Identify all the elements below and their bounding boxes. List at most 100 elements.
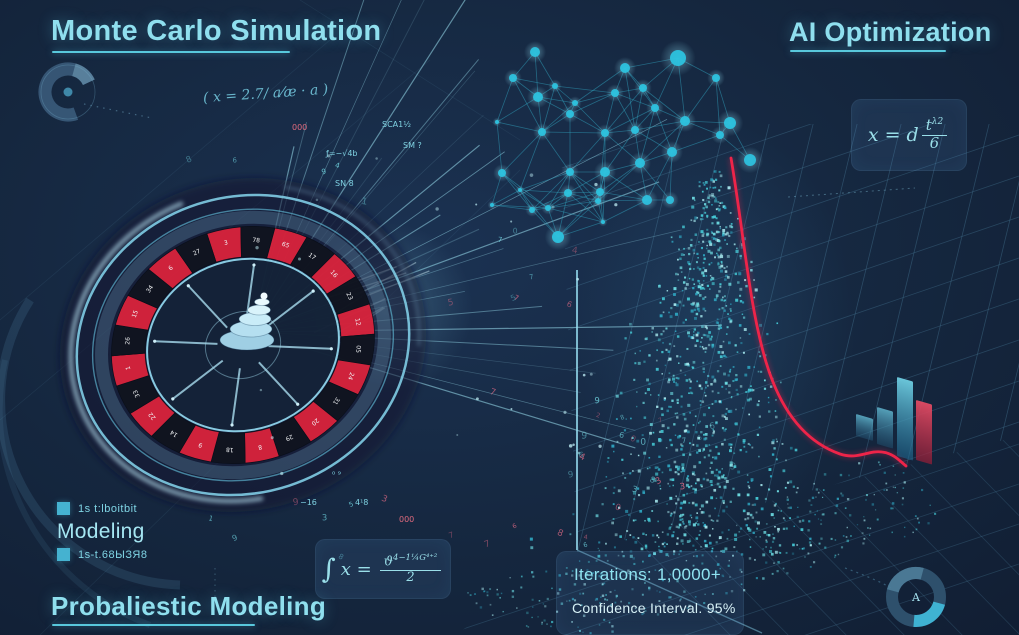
svg-text:5: 5	[509, 293, 518, 303]
svg-text:78: 78	[252, 237, 260, 245]
svg-text:4: 4	[583, 534, 588, 542]
svg-text:7: 7	[513, 293, 520, 302]
svg-text:5: 5	[447, 298, 455, 309]
monte-carlo-scatter	[467, 170, 937, 635]
wheel-pockets: 3 78 65 17 16 23 12 05 24 31 20 29 8 18 9 14 22 33 1 26 15 34…	[111, 226, 375, 464]
svg-text:15: 15	[131, 309, 140, 319]
svg-text:17: 17	[307, 252, 317, 262]
svg-text:1: 1	[208, 513, 215, 523]
svg-text:24: 24	[346, 371, 355, 381]
footer-underline	[52, 624, 255, 626]
svg-text:05: 05	[354, 345, 362, 353]
red-curve	[727, 156, 909, 469]
formula-card-integral: ∫ x = ϑ4−1¼G⁴⁺² 2	[315, 539, 451, 599]
svg-text:8: 8	[619, 414, 625, 422]
scatter-label: 000	[399, 515, 415, 524]
svg-text:7: 7	[657, 416, 663, 425]
bar-teal	[856, 414, 873, 441]
svg-text:9: 9	[581, 430, 588, 441]
confidence-stat: Confidence Interval. 95%	[572, 600, 736, 616]
svg-text:8: 8	[184, 153, 193, 164]
svg-text:7: 7	[529, 273, 535, 282]
svg-text:31: 31	[331, 396, 341, 406]
svg-text:22: 22	[147, 411, 157, 421]
svg-text:7: 7	[497, 236, 502, 244]
svg-text:9: 9	[594, 395, 600, 405]
title-underline	[52, 51, 290, 53]
svg-text:1: 1	[361, 196, 369, 208]
stats-card: Iterations: 1,0000+ Confidence Interval.…	[556, 551, 744, 635]
svg-text:3: 3	[679, 482, 686, 493]
svg-text:8: 8	[555, 528, 564, 540]
footer-title: Probaliestic Modeling	[51, 591, 327, 621]
integral-denominator: 2	[406, 569, 415, 585]
svg-text:0: 0	[640, 437, 646, 448]
svg-text:1: 1	[125, 365, 133, 370]
svg-text:9: 9	[292, 497, 299, 509]
svg-text:7: 7	[447, 530, 455, 540]
formula-tr-denominator: 6	[929, 134, 940, 152]
distribution-haze	[575, 120, 855, 540]
formula-tr-prefix: x = d	[867, 124, 919, 146]
svg-text:9: 9	[729, 461, 737, 473]
svg-text:20: 20	[310, 417, 320, 427]
legend-item-2-label: 1s-t.68ЫЗЯ8	[78, 548, 148, 561]
svg-text:4: 4	[334, 160, 341, 170]
svg-text:3: 3	[631, 484, 638, 495]
svg-text:7: 7	[488, 387, 497, 398]
svg-text:65: 65	[281, 241, 291, 250]
svg-text:6: 6	[583, 541, 589, 549]
scatter-label: SM ?	[403, 141, 422, 150]
svg-text:2: 2	[595, 412, 601, 420]
scatter-label: 000	[292, 123, 308, 132]
bar-teal	[877, 407, 893, 449]
svg-text:3: 3	[322, 512, 328, 522]
svg-text:4: 4	[577, 452, 586, 463]
donut-chart-icon-bottom-right: A	[844, 567, 946, 627]
svg-text:6: 6	[167, 264, 175, 272]
svg-text:26: 26	[124, 337, 132, 345]
legend-item-2: 1s-t.68ЫЗЯ8	[57, 548, 147, 561]
svg-text:4: 4	[571, 246, 579, 257]
svg-text:0: 0	[629, 433, 638, 444]
svg-text:6: 6	[565, 299, 573, 309]
wheel-hub	[219, 292, 275, 351]
integral-sign: ∫	[321, 553, 336, 585]
svg-text:9: 9	[321, 167, 327, 177]
svg-text:29: 29	[284, 433, 294, 443]
svg-text:9: 9	[197, 441, 203, 449]
svg-text:9: 9	[231, 533, 239, 543]
svg-text:34: 34	[145, 284, 155, 294]
legend-item-1-label: 1s t:lboitbit	[78, 502, 138, 515]
scatter-label: SCA1½	[382, 120, 411, 129]
formula-tr-numerator: tλ2	[921, 117, 948, 136]
legend-title: Modeling	[57, 520, 145, 543]
iterations-stat: Iterations: 1,0000+	[574, 565, 721, 584]
svg-text:0: 0	[614, 502, 622, 513]
svg-text:27: 27	[192, 248, 202, 258]
formula-card-top-right: x = d tλ2 6	[851, 99, 967, 171]
svg-text:3: 3	[223, 239, 228, 247]
svg-text:8: 8	[337, 552, 346, 562]
svg-text:6: 6	[511, 523, 518, 531]
svg-text:0: 0	[513, 226, 518, 235]
bar-teal_bright	[897, 377, 913, 461]
floor-edge	[576, 549, 763, 634]
integral-lhs: x =	[340, 558, 372, 580]
scatter-label: ⁰ ⁹	[332, 470, 341, 479]
svg-text:7: 7	[681, 436, 687, 445]
svg-text:6: 6	[618, 430, 625, 440]
svg-text:33: 33	[132, 389, 142, 399]
svg-text:3: 3	[654, 476, 664, 487]
bar-red	[916, 400, 932, 465]
svg-text:12: 12	[353, 318, 361, 327]
bar-chart	[856, 377, 932, 465]
scatter-label: −16	[300, 498, 317, 507]
svg-text:23: 23	[344, 291, 354, 301]
svg-text:6: 6	[709, 421, 717, 432]
svg-text:5: 5	[348, 500, 355, 509]
page-title: Monte Carlo Simulation	[51, 15, 382, 47]
